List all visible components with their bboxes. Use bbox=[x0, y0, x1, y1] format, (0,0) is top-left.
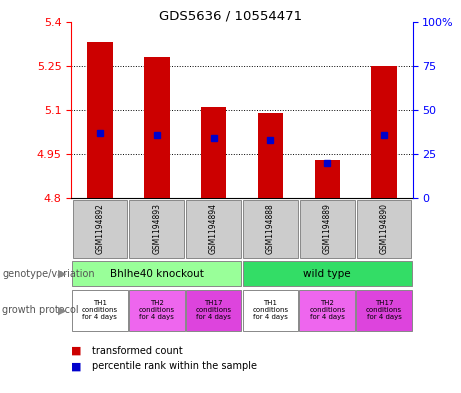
Text: TH2
conditions
for 4 days: TH2 conditions for 4 days bbox=[139, 300, 175, 320]
Bar bbox=[72, 200, 127, 258]
Text: ▶: ▶ bbox=[59, 268, 67, 279]
Text: GSM1194892: GSM1194892 bbox=[95, 204, 104, 254]
Bar bbox=[314, 160, 340, 198]
Bar bbox=[357, 200, 412, 258]
Text: TH17
conditions
for 4 days: TH17 conditions for 4 days bbox=[366, 300, 402, 320]
Text: ■: ■ bbox=[71, 361, 85, 371]
Bar bbox=[258, 113, 283, 198]
Text: ■: ■ bbox=[71, 345, 85, 356]
Bar bbox=[242, 261, 412, 286]
Text: wild type: wild type bbox=[303, 268, 351, 279]
Bar bbox=[72, 261, 242, 286]
Bar bbox=[300, 290, 355, 331]
Bar bbox=[242, 290, 298, 331]
Bar bbox=[201, 107, 226, 198]
Text: TH1
conditions
for 4 days: TH1 conditions for 4 days bbox=[82, 300, 118, 320]
Bar bbox=[130, 200, 184, 258]
Bar bbox=[356, 290, 412, 331]
Text: GSM1194888: GSM1194888 bbox=[266, 204, 275, 254]
Text: GDS5636 / 10554471: GDS5636 / 10554471 bbox=[159, 10, 302, 23]
Bar bbox=[144, 57, 170, 198]
Bar bbox=[372, 66, 397, 198]
Bar bbox=[72, 290, 128, 331]
Bar bbox=[87, 42, 112, 198]
Text: growth protocol: growth protocol bbox=[2, 305, 79, 315]
Bar bbox=[243, 200, 298, 258]
Text: ▶: ▶ bbox=[59, 305, 67, 315]
Bar bbox=[186, 200, 241, 258]
Text: TH1
conditions
for 4 days: TH1 conditions for 4 days bbox=[252, 300, 289, 320]
Text: GSM1194894: GSM1194894 bbox=[209, 204, 218, 254]
Text: Bhlhe40 knockout: Bhlhe40 knockout bbox=[110, 268, 204, 279]
Text: GSM1194893: GSM1194893 bbox=[152, 204, 161, 254]
Text: transformed count: transformed count bbox=[92, 345, 183, 356]
Bar bbox=[129, 290, 184, 331]
Bar bbox=[186, 290, 242, 331]
Text: GSM1194890: GSM1194890 bbox=[380, 204, 389, 254]
Text: TH2
conditions
for 4 days: TH2 conditions for 4 days bbox=[309, 300, 345, 320]
Text: genotype/variation: genotype/variation bbox=[2, 268, 95, 279]
Bar bbox=[300, 200, 355, 258]
Text: GSM1194889: GSM1194889 bbox=[323, 204, 332, 254]
Text: TH17
conditions
for 4 days: TH17 conditions for 4 days bbox=[195, 300, 232, 320]
Text: percentile rank within the sample: percentile rank within the sample bbox=[92, 361, 257, 371]
